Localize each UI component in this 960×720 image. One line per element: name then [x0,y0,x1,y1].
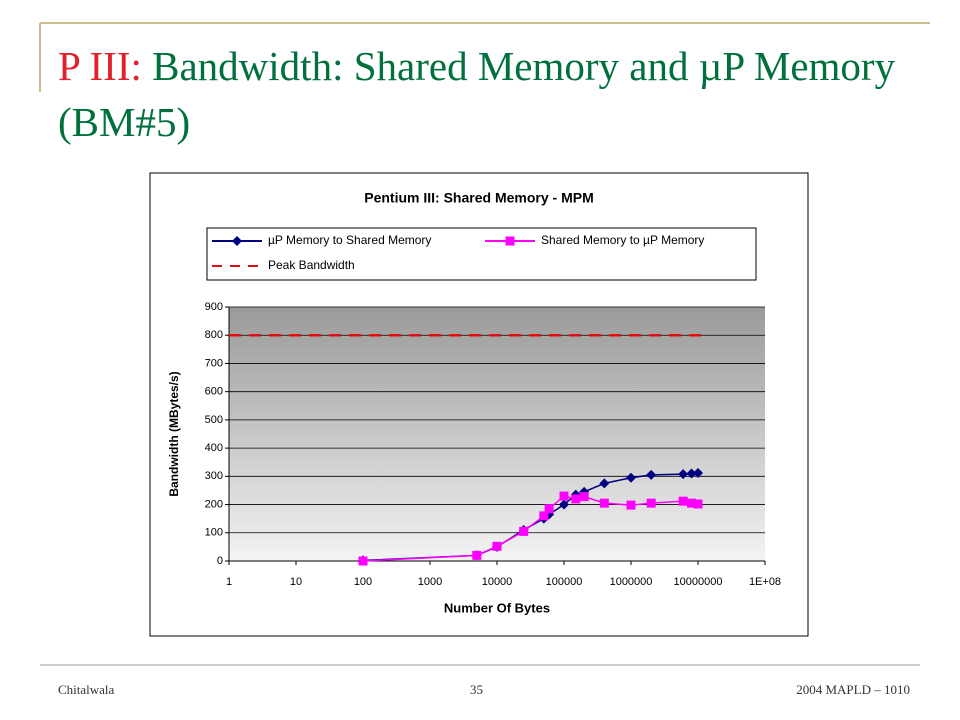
x-tick-label: 1E+08 [749,576,781,588]
x-tick-label: 1000000 [610,576,653,588]
data-point [599,478,610,489]
legend-marker [505,236,515,246]
data-point [544,504,554,514]
data-point [472,550,482,560]
x-tick-label: 100000 [546,576,583,588]
legend-label: Shared Memory to µP Memory [541,233,704,247]
data-point [693,467,703,478]
data-point [519,526,529,536]
data-point [678,496,688,506]
y-tick-label: 0 [217,555,223,567]
data-point [626,500,636,510]
y-tick-label: 200 [205,498,223,510]
title-prefix: P III: [58,43,142,89]
data-point [687,498,697,508]
data-point [571,494,581,504]
x-tick-label: 1000 [418,576,442,588]
data-point [539,511,549,521]
data-point [599,498,609,508]
slide-title: P III: Bandwidth: Shared Memory and µP M… [58,38,898,150]
title-text: Bandwidth: Shared Memory and µP Memory (… [58,43,896,145]
data-point [678,469,689,480]
y-tick-label: 600 [205,386,223,398]
data-point [626,472,636,483]
data-point [559,491,569,501]
data-point [579,492,589,502]
legend-label: µP Memory to Shared Memory [268,233,431,247]
footer-left: Chitalwala [58,682,115,697]
data-point [646,498,656,508]
data-point [646,469,657,480]
data-point [559,499,569,510]
x-tick-label: 100 [354,576,372,588]
y-tick-label: 700 [205,357,223,369]
y-tick-label: 300 [205,470,223,482]
y-tick-label: 900 [205,301,223,313]
plot-area [229,307,765,561]
y-tick-label: 100 [205,527,223,539]
x-tick-label: 10000 [482,576,513,588]
legend-marker [232,236,242,246]
y-axis-label: Bandwidth (MBytes/s) [167,371,181,496]
footer-center: 35 [470,682,483,697]
x-axis-label: Number Of Bytes [444,600,550,615]
chart-title: Pentium III: Shared Memory - MPM [364,190,593,206]
data-point [693,499,703,509]
y-tick-label: 800 [205,329,223,341]
legend-label: Peak Bandwidth [268,258,355,272]
y-tick-label: 400 [205,442,223,454]
footer-right: 2004 MAPLD – 1010 [796,682,910,697]
data-point [358,556,368,566]
x-tick-label: 10000000 [674,576,723,588]
legend [206,227,757,281]
data-point [492,541,502,551]
x-tick-label: 1 [226,576,232,588]
data-point [686,468,697,479]
y-tick-label: 500 [205,414,223,426]
x-tick-label: 10 [290,576,302,588]
